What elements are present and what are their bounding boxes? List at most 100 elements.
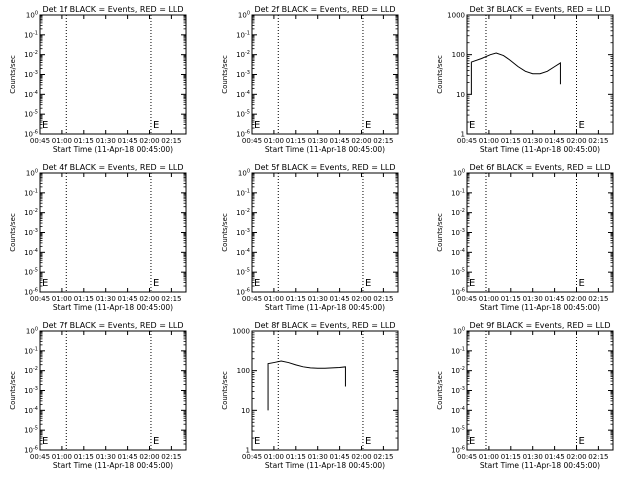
plot-frame xyxy=(466,330,614,451)
y-tick-label: 10-1 xyxy=(236,188,250,197)
y-tick-label: 10-4 xyxy=(451,406,465,415)
plot-frame xyxy=(39,330,187,451)
y-tick-label: 1 xyxy=(461,131,465,139)
y-tick-label: 10-6 xyxy=(451,446,465,455)
x-tick-label: 02:00 xyxy=(566,137,586,145)
x-tick-label: 02:00 xyxy=(351,137,371,145)
y-tick-label: 10 xyxy=(241,407,250,415)
y-axis-label: Counts/sec xyxy=(221,213,229,252)
y-tick-label: 10-3 xyxy=(451,228,465,237)
x-axis-label: Start Time (11-Apr-18 00:45:00) xyxy=(53,145,173,154)
event-marker: E xyxy=(469,120,475,131)
event-marker: E xyxy=(579,120,585,131)
y-tick-label: 10-1 xyxy=(24,188,38,197)
y-tick-label: 10 xyxy=(456,91,465,99)
x-tick-label: 02:00 xyxy=(566,453,586,461)
event-marker: E xyxy=(365,278,371,289)
x-tick-label: 01:45 xyxy=(118,453,138,461)
y-tick-label: 100 xyxy=(238,11,250,20)
event-marker: E xyxy=(153,120,159,131)
x-tick-label: 00:45 xyxy=(457,453,477,461)
y-tick-label: 10-3 xyxy=(24,386,38,395)
x-tick-label: 02:15 xyxy=(588,295,608,303)
event-marker: E xyxy=(579,436,585,447)
x-axis-label: Start Time (11-Apr-18 00:45:00) xyxy=(265,461,385,470)
x-tick-label: 01:30 xyxy=(96,453,116,461)
x-tick-label: 00:45 xyxy=(242,453,262,461)
x-tick-label: 01:30 xyxy=(308,295,328,303)
y-axis-label: Counts/sec xyxy=(436,371,444,410)
x-tick-label: 02:00 xyxy=(139,137,159,145)
y-tick-label: 100 xyxy=(452,51,465,59)
event-marker: E xyxy=(365,436,371,447)
x-tick-label: 02:15 xyxy=(588,453,608,461)
event-marker: E xyxy=(153,278,159,289)
x-tick-label: 02:00 xyxy=(139,453,159,461)
x-tick-label: 02:00 xyxy=(351,453,371,461)
x-tick-label: 01:15 xyxy=(286,137,306,145)
x-tick-label: 01:30 xyxy=(523,137,543,145)
x-tick-label: 01:30 xyxy=(96,295,116,303)
y-tick-label: 10-2 xyxy=(24,208,38,217)
y-tick-label: 1 xyxy=(246,447,250,455)
event-marker: E xyxy=(254,436,260,447)
y-tick-label: 100 xyxy=(453,327,465,336)
y-tick-label: 10-4 xyxy=(24,90,38,99)
y-tick-label: 10-5 xyxy=(236,110,250,119)
x-tick-label: 01:00 xyxy=(52,453,72,461)
y-axis-label: Counts/sec xyxy=(436,213,444,252)
y-tick-label: 10-2 xyxy=(451,366,465,375)
x-tick-label: 01:15 xyxy=(286,453,306,461)
x-axis-label: Start Time (11-Apr-18 00:45:00) xyxy=(480,145,600,154)
y-tick-label: 100 xyxy=(26,327,38,336)
y-tick-label: 10-1 xyxy=(24,30,38,39)
plot-frame xyxy=(39,14,187,135)
y-tick-label: 10-1 xyxy=(236,30,250,39)
x-tick-label: 01:00 xyxy=(264,137,284,145)
x-tick-label: 02:15 xyxy=(161,453,181,461)
detector-panel-6: Det 6f BLACK = Events, RED = LLD Counts/s… xyxy=(436,163,614,312)
y-tick-label: 10-2 xyxy=(236,50,250,59)
x-tick-label: 01:45 xyxy=(545,453,565,461)
y-tick-label: 10-1 xyxy=(451,188,465,197)
y-tick-label: 10-6 xyxy=(24,288,38,297)
y-tick-label: 1000 xyxy=(232,328,250,336)
x-tick-label: 01:45 xyxy=(330,137,350,145)
x-tick-label: 02:15 xyxy=(161,295,181,303)
y-tick-label: 1000 xyxy=(447,12,465,20)
panel-title: Det 5f BLACK = Events, RED = LLD xyxy=(254,163,395,172)
y-tick-label: 100 xyxy=(237,367,250,375)
x-tick-label: 01:45 xyxy=(330,295,350,303)
y-tick-label: 100 xyxy=(26,169,38,178)
x-tick-label: 00:45 xyxy=(30,295,50,303)
y-axis-label: Counts/sec xyxy=(221,55,229,94)
y-tick-label: 10-1 xyxy=(24,346,38,355)
y-axis-label: Counts/sec xyxy=(436,55,444,94)
x-tick-label: 01:00 xyxy=(52,137,72,145)
panel-title: Det 7f BLACK = Events, RED = LLD xyxy=(42,321,183,330)
x-tick-label: 01:30 xyxy=(96,137,116,145)
x-tick-label: 01:45 xyxy=(545,295,565,303)
x-tick-label: 01:45 xyxy=(545,137,565,145)
x-tick-label: 00:45 xyxy=(242,137,262,145)
panel-title: Det 1f BLACK = Events, RED = LLD xyxy=(42,5,183,14)
panel-title: Det 8f BLACK = Events, RED = LLD xyxy=(254,321,395,330)
x-tick-label: 01:45 xyxy=(118,295,138,303)
y-tick-label: 100 xyxy=(453,169,465,178)
detector-panel-9: Det 9f BLACK = Events, RED = LLD Counts/s… xyxy=(436,321,614,470)
y-tick-label: 100 xyxy=(238,169,250,178)
x-tick-label: 01:30 xyxy=(523,295,543,303)
panel-title: Det 4f BLACK = Events, RED = LLD xyxy=(42,163,183,172)
x-tick-label: 01:45 xyxy=(330,453,350,461)
x-tick-label: 00:45 xyxy=(457,137,477,145)
panel-title: Det 3f BLACK = Events, RED = LLD xyxy=(469,5,610,14)
y-tick-label: 100 xyxy=(26,11,38,20)
y-tick-label: 10-4 xyxy=(24,406,38,415)
detector-panel-5: Det 5f BLACK = Events, RED = LLD Counts/s… xyxy=(221,163,399,312)
event-marker: E xyxy=(42,120,48,131)
event-marker: E xyxy=(365,120,371,131)
y-tick-label: 10-1 xyxy=(451,346,465,355)
x-tick-label: 01:00 xyxy=(479,453,499,461)
y-tick-label: 10-6 xyxy=(451,288,465,297)
